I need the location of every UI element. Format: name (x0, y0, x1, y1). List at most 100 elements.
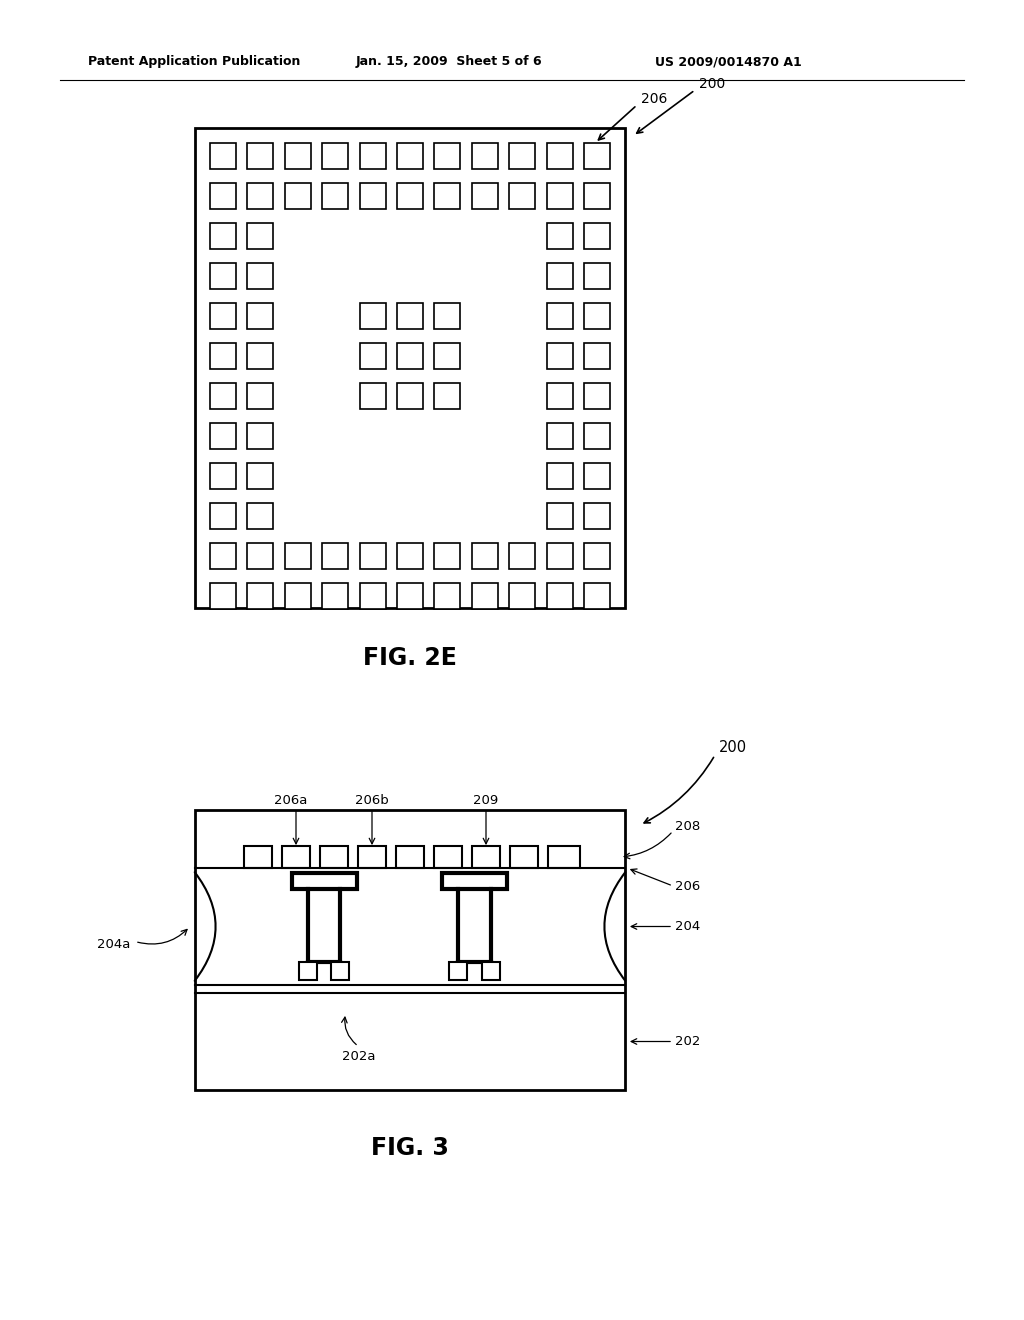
Bar (210, 422, 236, 449)
Bar (195, 810, 625, 1090)
Text: 206a: 206a (274, 793, 307, 807)
Bar (210, 343, 236, 370)
Text: 204a: 204a (96, 939, 130, 950)
Bar (434, 304, 461, 329)
Bar (210, 304, 236, 329)
Bar (584, 143, 610, 169)
Bar (510, 846, 538, 869)
Bar (248, 383, 273, 409)
Bar (210, 503, 236, 529)
Bar (248, 463, 273, 488)
Bar (397, 383, 423, 409)
Bar (547, 583, 572, 609)
Bar (285, 143, 311, 169)
Bar (248, 263, 273, 289)
Bar (547, 503, 572, 529)
Bar (548, 846, 580, 869)
Text: FIG. 3: FIG. 3 (371, 1137, 449, 1160)
Bar (397, 143, 423, 169)
Bar (547, 183, 572, 209)
Bar (434, 143, 461, 169)
Bar (210, 463, 236, 488)
Bar (248, 543, 273, 569)
Bar (584, 463, 610, 488)
Bar (248, 503, 273, 529)
Bar (397, 543, 423, 569)
Text: Patent Application Publication: Patent Application Publication (88, 55, 300, 69)
Bar (292, 873, 356, 888)
Bar (584, 183, 610, 209)
Bar (248, 583, 273, 609)
Text: 208: 208 (675, 820, 700, 833)
Bar (584, 422, 610, 449)
Bar (584, 583, 610, 609)
Bar (210, 223, 236, 249)
Bar (358, 846, 386, 869)
Bar (547, 383, 572, 409)
Bar (547, 343, 572, 370)
Bar (397, 583, 423, 609)
Bar (509, 143, 536, 169)
Bar (509, 543, 536, 569)
Bar (547, 263, 572, 289)
Bar (397, 343, 423, 370)
Text: Jan. 15, 2009  Sheet 5 of 6: Jan. 15, 2009 Sheet 5 of 6 (356, 55, 543, 69)
Bar (359, 183, 386, 209)
Bar (547, 463, 572, 488)
Bar (359, 543, 386, 569)
Bar (282, 846, 310, 869)
Bar (434, 543, 461, 569)
Bar (359, 583, 386, 609)
Text: 206: 206 (641, 92, 668, 106)
Bar (547, 143, 572, 169)
Bar (285, 583, 311, 609)
Bar (450, 962, 467, 979)
Bar (472, 846, 500, 869)
Bar (210, 143, 236, 169)
Bar (359, 343, 386, 370)
Bar (195, 128, 625, 609)
Text: US 2009/0014870 A1: US 2009/0014870 A1 (655, 55, 802, 69)
Bar (248, 143, 273, 169)
Bar (248, 343, 273, 370)
Bar (359, 383, 386, 409)
Bar (472, 183, 498, 209)
Bar (509, 583, 536, 609)
Bar (434, 583, 461, 609)
Bar (584, 503, 610, 529)
Bar (547, 304, 572, 329)
Text: 202a: 202a (342, 1049, 375, 1063)
Bar (359, 304, 386, 329)
Bar (359, 143, 386, 169)
Text: 202: 202 (675, 1035, 700, 1048)
Bar (509, 183, 536, 209)
Bar (323, 583, 348, 609)
Bar (434, 383, 461, 409)
Bar (323, 543, 348, 569)
Bar (396, 846, 424, 869)
Bar (299, 962, 316, 979)
Bar (323, 143, 348, 169)
Bar (397, 183, 423, 209)
Bar (442, 873, 507, 888)
Text: 206: 206 (675, 879, 700, 892)
Bar (210, 183, 236, 209)
Bar (481, 962, 500, 979)
Bar (547, 543, 572, 569)
Bar (210, 263, 236, 289)
Text: 209: 209 (473, 793, 499, 807)
Bar (210, 583, 236, 609)
Bar (248, 422, 273, 449)
Bar (472, 143, 498, 169)
Bar (323, 183, 348, 209)
Bar (434, 183, 461, 209)
Bar (584, 383, 610, 409)
Bar (210, 543, 236, 569)
Bar (584, 304, 610, 329)
Bar (547, 223, 572, 249)
Bar (248, 304, 273, 329)
Text: 200: 200 (699, 77, 725, 91)
Bar (584, 263, 610, 289)
Text: FIG. 2E: FIG. 2E (364, 645, 457, 671)
Bar (584, 223, 610, 249)
